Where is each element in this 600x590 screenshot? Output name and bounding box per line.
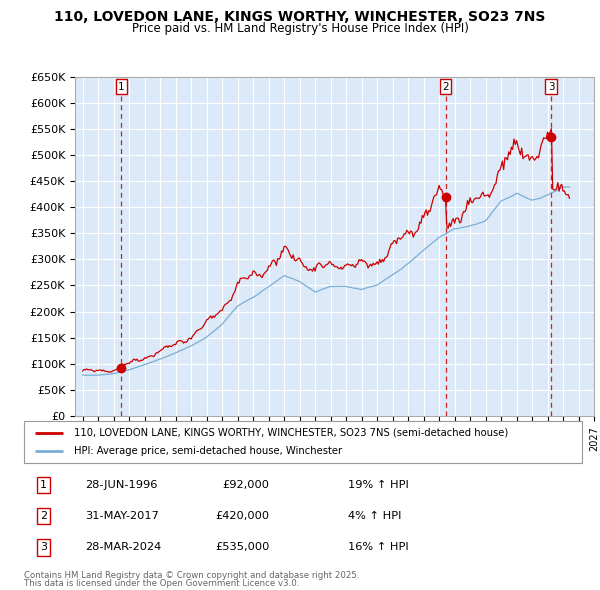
Text: 110, LOVEDON LANE, KINGS WORTHY, WINCHESTER, SO23 7NS (semi-detached house): 110, LOVEDON LANE, KINGS WORTHY, WINCHES… <box>74 428 508 438</box>
Text: HPI: Average price, semi-detached house, Winchester: HPI: Average price, semi-detached house,… <box>74 446 343 456</box>
Text: 19% ↑ HPI: 19% ↑ HPI <box>347 480 409 490</box>
Text: 3: 3 <box>40 542 47 552</box>
FancyBboxPatch shape <box>24 421 582 463</box>
Text: 1: 1 <box>40 480 47 490</box>
Text: £535,000: £535,000 <box>215 542 269 552</box>
Text: 2: 2 <box>40 512 47 521</box>
Text: Price paid vs. HM Land Registry's House Price Index (HPI): Price paid vs. HM Land Registry's House … <box>131 22 469 35</box>
Text: 28-MAR-2024: 28-MAR-2024 <box>85 542 161 552</box>
Text: 2: 2 <box>442 82 449 92</box>
Text: 110, LOVEDON LANE, KINGS WORTHY, WINCHESTER, SO23 7NS: 110, LOVEDON LANE, KINGS WORTHY, WINCHES… <box>55 10 545 24</box>
Text: 16% ↑ HPI: 16% ↑ HPI <box>347 542 409 552</box>
Text: 3: 3 <box>548 82 555 92</box>
Text: 28-JUN-1996: 28-JUN-1996 <box>85 480 158 490</box>
Text: 31-MAY-2017: 31-MAY-2017 <box>85 512 159 521</box>
Text: This data is licensed under the Open Government Licence v3.0.: This data is licensed under the Open Gov… <box>24 579 299 588</box>
Text: £420,000: £420,000 <box>215 512 269 521</box>
Text: 4% ↑ HPI: 4% ↑ HPI <box>347 512 401 521</box>
Text: 1: 1 <box>118 82 125 92</box>
Text: £92,000: £92,000 <box>223 480 269 490</box>
Text: Contains HM Land Registry data © Crown copyright and database right 2025.: Contains HM Land Registry data © Crown c… <box>24 571 359 579</box>
